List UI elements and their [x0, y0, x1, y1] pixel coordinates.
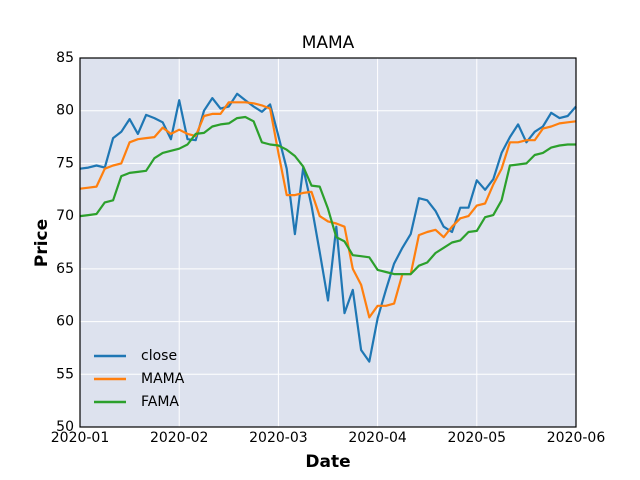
y-tick-label: 85	[56, 50, 74, 66]
x-tick-label: 2020-03	[249, 430, 308, 446]
line-series	[79, 101, 577, 319]
x-axis-label: Date	[305, 452, 350, 472]
y-tick-label: 65	[56, 261, 74, 277]
x-tick-label: 2020-04	[348, 430, 407, 446]
y-tick-label: 55	[56, 366, 74, 382]
chart-title: MAMA	[302, 33, 355, 53]
y-tick-label: 50	[56, 419, 74, 435]
y-tick-label: 70	[56, 208, 74, 224]
x-tick-label: 2020-01	[51, 430, 110, 446]
line-series	[79, 92, 577, 363]
y-tick-label: 80	[56, 103, 74, 119]
x-tick-label: 2020-05	[448, 430, 507, 446]
plot-frame	[79, 57, 577, 428]
line-series	[79, 115, 576, 276]
x-tick-label: 2020-06	[547, 430, 606, 446]
legend-label: FAMA	[141, 394, 179, 410]
y-tick-label: 75	[56, 155, 74, 171]
legend-label: MAMA	[141, 371, 185, 387]
plot-area	[80, 58, 576, 427]
y-axis-label: Price	[32, 219, 52, 267]
x-tick-label: 2020-02	[150, 430, 209, 446]
legend-label: close	[141, 348, 177, 364]
y-tick-label: 60	[56, 314, 74, 330]
